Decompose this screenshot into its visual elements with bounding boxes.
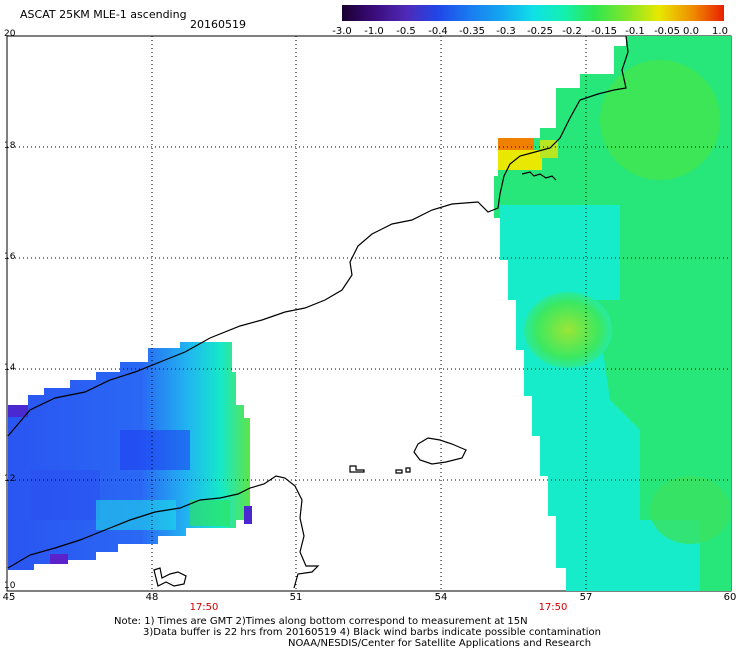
east-data-swath [494, 36, 731, 591]
scale-tick: -0.2 [562, 26, 582, 37]
scale-tick: -0.3 [496, 26, 516, 37]
scale-tick: -0.35 [459, 26, 485, 37]
lat-label: 20 [4, 29, 16, 39]
lon-label: 51 [289, 592, 303, 603]
lat-label: 18 [4, 141, 16, 151]
scale-tick: -0.5 [396, 26, 416, 37]
graticule [7, 36, 731, 591]
pass-time-label: 17:50 [189, 602, 219, 613]
lat-label: 14 [4, 363, 16, 373]
scale-tick: -3.0 [332, 26, 352, 37]
note-line-3: NOAA/NESDIS/Center for Satellite Applica… [288, 638, 592, 649]
lat-label: 10 [4, 581, 16, 591]
color-scale-bar [342, 5, 724, 21]
west-data-swath [8, 342, 252, 570]
scale-tick: -0.15 [591, 26, 617, 37]
lat-label: 12 [4, 474, 16, 484]
scale-tick: -0.1 [625, 26, 645, 37]
lon-label: 54 [434, 592, 448, 603]
scale-tick: -0.4 [428, 26, 448, 37]
coastline [7, 35, 629, 589]
map-date: 20160519 [190, 18, 246, 31]
lon-label: 45 [2, 592, 16, 603]
lat-label: 16 [4, 252, 16, 262]
scale-tick: -1.0 [364, 26, 384, 37]
lon-label: 57 [579, 592, 593, 603]
lon-label: 60 [723, 592, 737, 603]
footer-notes: Note: 1) Times are GMT 2)Times along bot… [114, 616, 601, 649]
scale-tick: 1.0 [712, 26, 728, 37]
map-title: ASCAT 25KM MLE-1 ascending [20, 8, 187, 21]
lon-label: 48 [145, 592, 159, 603]
scale-tick: 0.0 [683, 26, 699, 37]
pass-time-label: 17:50 [538, 602, 568, 613]
color-scale-ticks: -3.0 -1.0 -0.5 -0.4 -0.35 -0.3 -0.25 -0.… [322, 26, 732, 38]
note-line-2: 3)Data buffer is 22 hrs from 20160519 4)… [143, 627, 601, 638]
scale-tick: -0.05 [654, 26, 680, 37]
note-line-1: Note: 1) Times are GMT 2)Times along bot… [114, 616, 528, 627]
scale-tick: -0.25 [527, 26, 553, 37]
